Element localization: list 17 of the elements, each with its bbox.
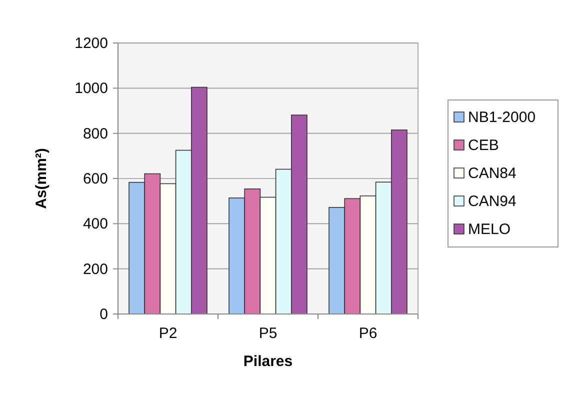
y-axis-title: As(mm²): [33, 148, 50, 209]
legend-label: NB1-2000: [468, 109, 536, 126]
x-axis-title: Pilares: [243, 353, 293, 370]
x-tick-label: P6: [358, 325, 378, 342]
y-tick-label: 800: [82, 125, 108, 142]
x-tick-label: P2: [158, 325, 178, 342]
y-tick-label: 1200: [74, 35, 108, 52]
legend-label: CAN84: [468, 165, 516, 182]
y-tick-label: 1000: [74, 80, 108, 98]
legend-label: CEB: [468, 137, 499, 154]
x-tick-label: P5: [258, 325, 278, 342]
y-tick-label: 600: [82, 170, 108, 188]
y-tick-label: 0: [100, 306, 108, 323]
legend-label: CAN94: [468, 193, 516, 210]
y-tick-label: 200: [82, 260, 108, 278]
legend-label: MELO: [468, 221, 511, 238]
y-tick-label: 400: [82, 216, 108, 233]
